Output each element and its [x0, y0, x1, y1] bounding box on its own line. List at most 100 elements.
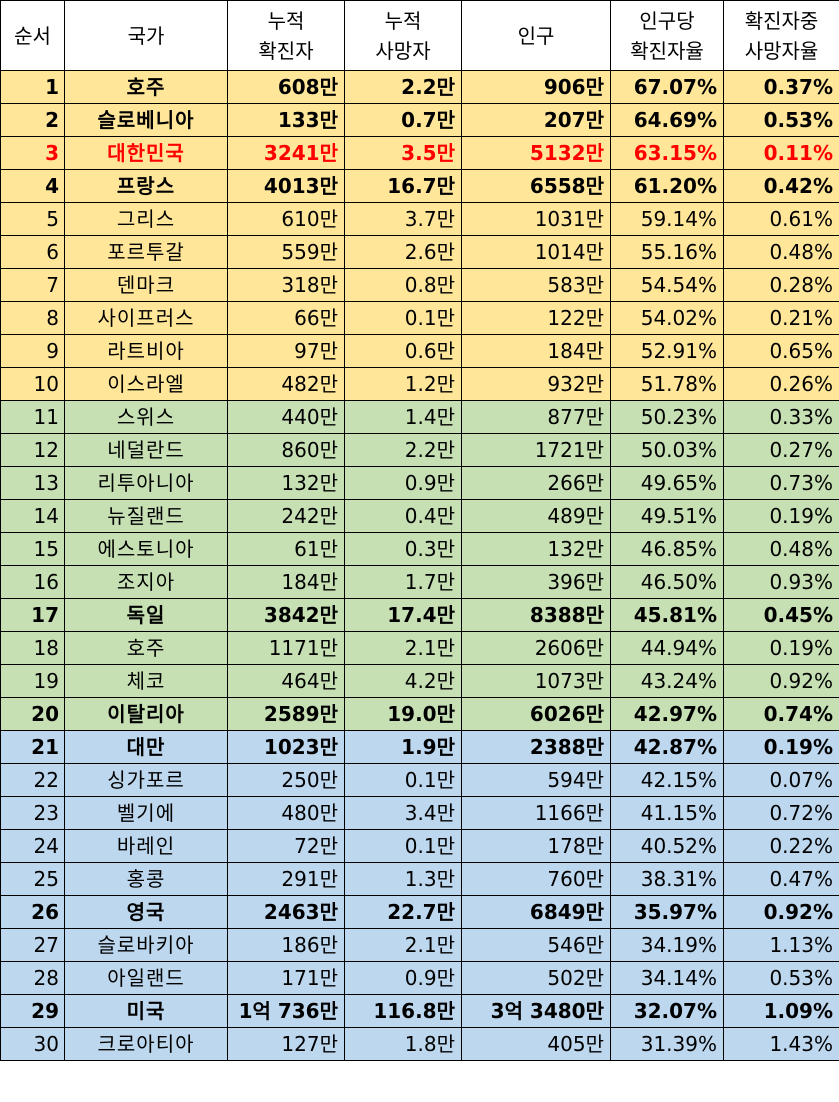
cell-country: 이스라엘 — [64, 367, 228, 401]
cell-rank: 15 — [0, 532, 65, 566]
cell-deaths: 19.0만 — [344, 697, 462, 731]
cell-country: 싱가포르 — [64, 763, 228, 797]
cell-population: 489만 — [461, 499, 611, 533]
cell-cases: 482만 — [227, 367, 345, 401]
cell-deaths: 2.2만 — [344, 70, 462, 104]
cell-rank: 2 — [0, 103, 65, 137]
cell-population: 1031만 — [461, 202, 611, 236]
cell-rank: 30 — [0, 1027, 65, 1061]
cell-rank: 22 — [0, 763, 65, 797]
cell-case-rate: 51.78% — [610, 367, 724, 401]
cell-case-rate: 40.52% — [610, 829, 724, 863]
table-row: 28 아일랜드 171만 0.9만 502만 34.14% 0.53% — [0, 961, 839, 995]
cell-country: 리투아니아 — [64, 466, 228, 500]
cell-deaths: 1.3만 — [344, 862, 462, 896]
table-row: 8 사이프러스 66만 0.1만 122만 54.02% 0.21% — [0, 301, 839, 335]
cell-rank: 25 — [0, 862, 65, 896]
cell-rank: 29 — [0, 994, 65, 1028]
cell-population: 502만 — [461, 961, 611, 995]
cell-population: 6849만 — [461, 895, 611, 929]
cell-country: 벨기에 — [64, 796, 228, 830]
cell-country: 호주 — [64, 70, 228, 104]
cell-country: 사이프러스 — [64, 301, 228, 335]
table-row: 19 체코 464만 4.2만 1073만 43.24% 0.92% — [0, 664, 839, 698]
cell-fatality-rate: 0.19% — [723, 631, 839, 665]
table-row: 22 싱가포르 250만 0.1만 594만 42.15% 0.07% — [0, 763, 839, 797]
cell-case-rate: 42.15% — [610, 763, 724, 797]
cell-country: 포르투갈 — [64, 235, 228, 269]
cell-population: 594만 — [461, 763, 611, 797]
cell-rank: 21 — [0, 730, 65, 764]
cell-deaths: 3.4만 — [344, 796, 462, 830]
table-row: 21 대만 1023만 1.9만 2388만 42.87% 0.19% — [0, 730, 839, 764]
cell-population: 760만 — [461, 862, 611, 896]
table-row: 12 네덜란드 860만 2.2만 1721만 50.03% 0.27% — [0, 433, 839, 467]
cell-deaths: 0.8만 — [344, 268, 462, 302]
cell-country: 크로아티아 — [64, 1027, 228, 1061]
cell-fatality-rate: 0.92% — [723, 895, 839, 929]
table-row: 2 슬로베니아 133만 0.7만 207만 64.69% 0.53% — [0, 103, 839, 137]
cell-population: 266만 — [461, 466, 611, 500]
cell-fatality-rate: 0.45% — [723, 598, 839, 632]
table-row: 7 덴마크 318만 0.8만 583만 54.54% 0.28% — [0, 268, 839, 302]
cell-fatality-rate: 0.21% — [723, 301, 839, 335]
cell-cases: 184만 — [227, 565, 345, 599]
cell-cases: 186만 — [227, 928, 345, 962]
table-row: 16 조지아 184만 1.7만 396만 46.50% 0.93% — [0, 565, 839, 599]
cell-population: 932만 — [461, 367, 611, 401]
cell-fatality-rate: 0.27% — [723, 433, 839, 467]
cell-deaths: 0.3만 — [344, 532, 462, 566]
cell-case-rate: 54.02% — [610, 301, 724, 335]
cell-deaths: 0.1만 — [344, 301, 462, 335]
cell-cases: 1억 736만 — [227, 994, 345, 1028]
header-fatality-rate: 확진자중 사망자율 — [723, 0, 839, 71]
cell-case-rate: 31.39% — [610, 1027, 724, 1061]
table-row: 25 홍콩 291만 1.3만 760만 38.31% 0.47% — [0, 862, 839, 896]
cell-fatality-rate: 0.47% — [723, 862, 839, 896]
cell-fatality-rate: 0.53% — [723, 103, 839, 137]
cell-fatality-rate: 1.13% — [723, 928, 839, 962]
cell-fatality-rate: 1.43% — [723, 1027, 839, 1061]
table-row: 15 에스토니아 61만 0.3만 132만 46.85% 0.48% — [0, 532, 839, 566]
table-row: 13 리투아니아 132만 0.9만 266만 49.65% 0.73% — [0, 466, 839, 500]
cell-population: 207만 — [461, 103, 611, 137]
cell-population: 2606만 — [461, 631, 611, 665]
table-row: 24 바레인 72만 0.1만 178만 40.52% 0.22% — [0, 829, 839, 863]
cell-fatality-rate: 0.73% — [723, 466, 839, 500]
cell-population: 396만 — [461, 565, 611, 599]
cell-fatality-rate: 0.48% — [723, 235, 839, 269]
cell-country: 호주 — [64, 631, 228, 665]
cell-country: 미국 — [64, 994, 228, 1028]
cell-case-rate: 35.97% — [610, 895, 724, 929]
cell-cases: 132만 — [227, 466, 345, 500]
cell-deaths: 2.6만 — [344, 235, 462, 269]
cell-fatality-rate: 0.22% — [723, 829, 839, 863]
cell-case-rate: 50.03% — [610, 433, 724, 467]
cell-fatality-rate: 0.37% — [723, 70, 839, 104]
cell-cases: 133만 — [227, 103, 345, 137]
cell-case-rate: 38.31% — [610, 862, 724, 896]
table-row: 3 대한민국 3241만 3.5만 5132만 63.15% 0.11% — [0, 136, 839, 170]
cell-cases: 1023만 — [227, 730, 345, 764]
cell-case-rate: 44.94% — [610, 631, 724, 665]
cell-fatality-rate: 0.65% — [723, 334, 839, 368]
table-row: 26 영국 2463만 22.7만 6849만 35.97% 0.92% — [0, 895, 839, 929]
cell-fatality-rate: 0.92% — [723, 664, 839, 698]
cell-deaths: 17.4만 — [344, 598, 462, 632]
table-row: 14 뉴질랜드 242만 0.4만 489만 49.51% 0.19% — [0, 499, 839, 533]
cell-fatality-rate: 0.53% — [723, 961, 839, 995]
cell-cases: 3842만 — [227, 598, 345, 632]
cell-rank: 23 — [0, 796, 65, 830]
cell-fatality-rate: 0.72% — [723, 796, 839, 830]
table-row: 20 이탈리아 2589만 19.0만 6026만 42.97% 0.74% — [0, 697, 839, 731]
cell-deaths: 2.1만 — [344, 631, 462, 665]
table-header: 순서 국가 누적 확진자 누적 사망자 인구 인구당 확진자율 확진자중 사망자율 — [0, 0, 839, 71]
cell-deaths: 1.2만 — [344, 367, 462, 401]
cell-fatality-rate: 0.28% — [723, 268, 839, 302]
cell-case-rate: 34.14% — [610, 961, 724, 995]
cell-population: 1166만 — [461, 796, 611, 830]
cell-fatality-rate: 0.42% — [723, 169, 839, 203]
cell-rank: 8 — [0, 301, 65, 335]
table-row: 4 프랑스 4013만 16.7만 6558만 61.20% 0.42% — [0, 169, 839, 203]
cell-rank: 5 — [0, 202, 65, 236]
